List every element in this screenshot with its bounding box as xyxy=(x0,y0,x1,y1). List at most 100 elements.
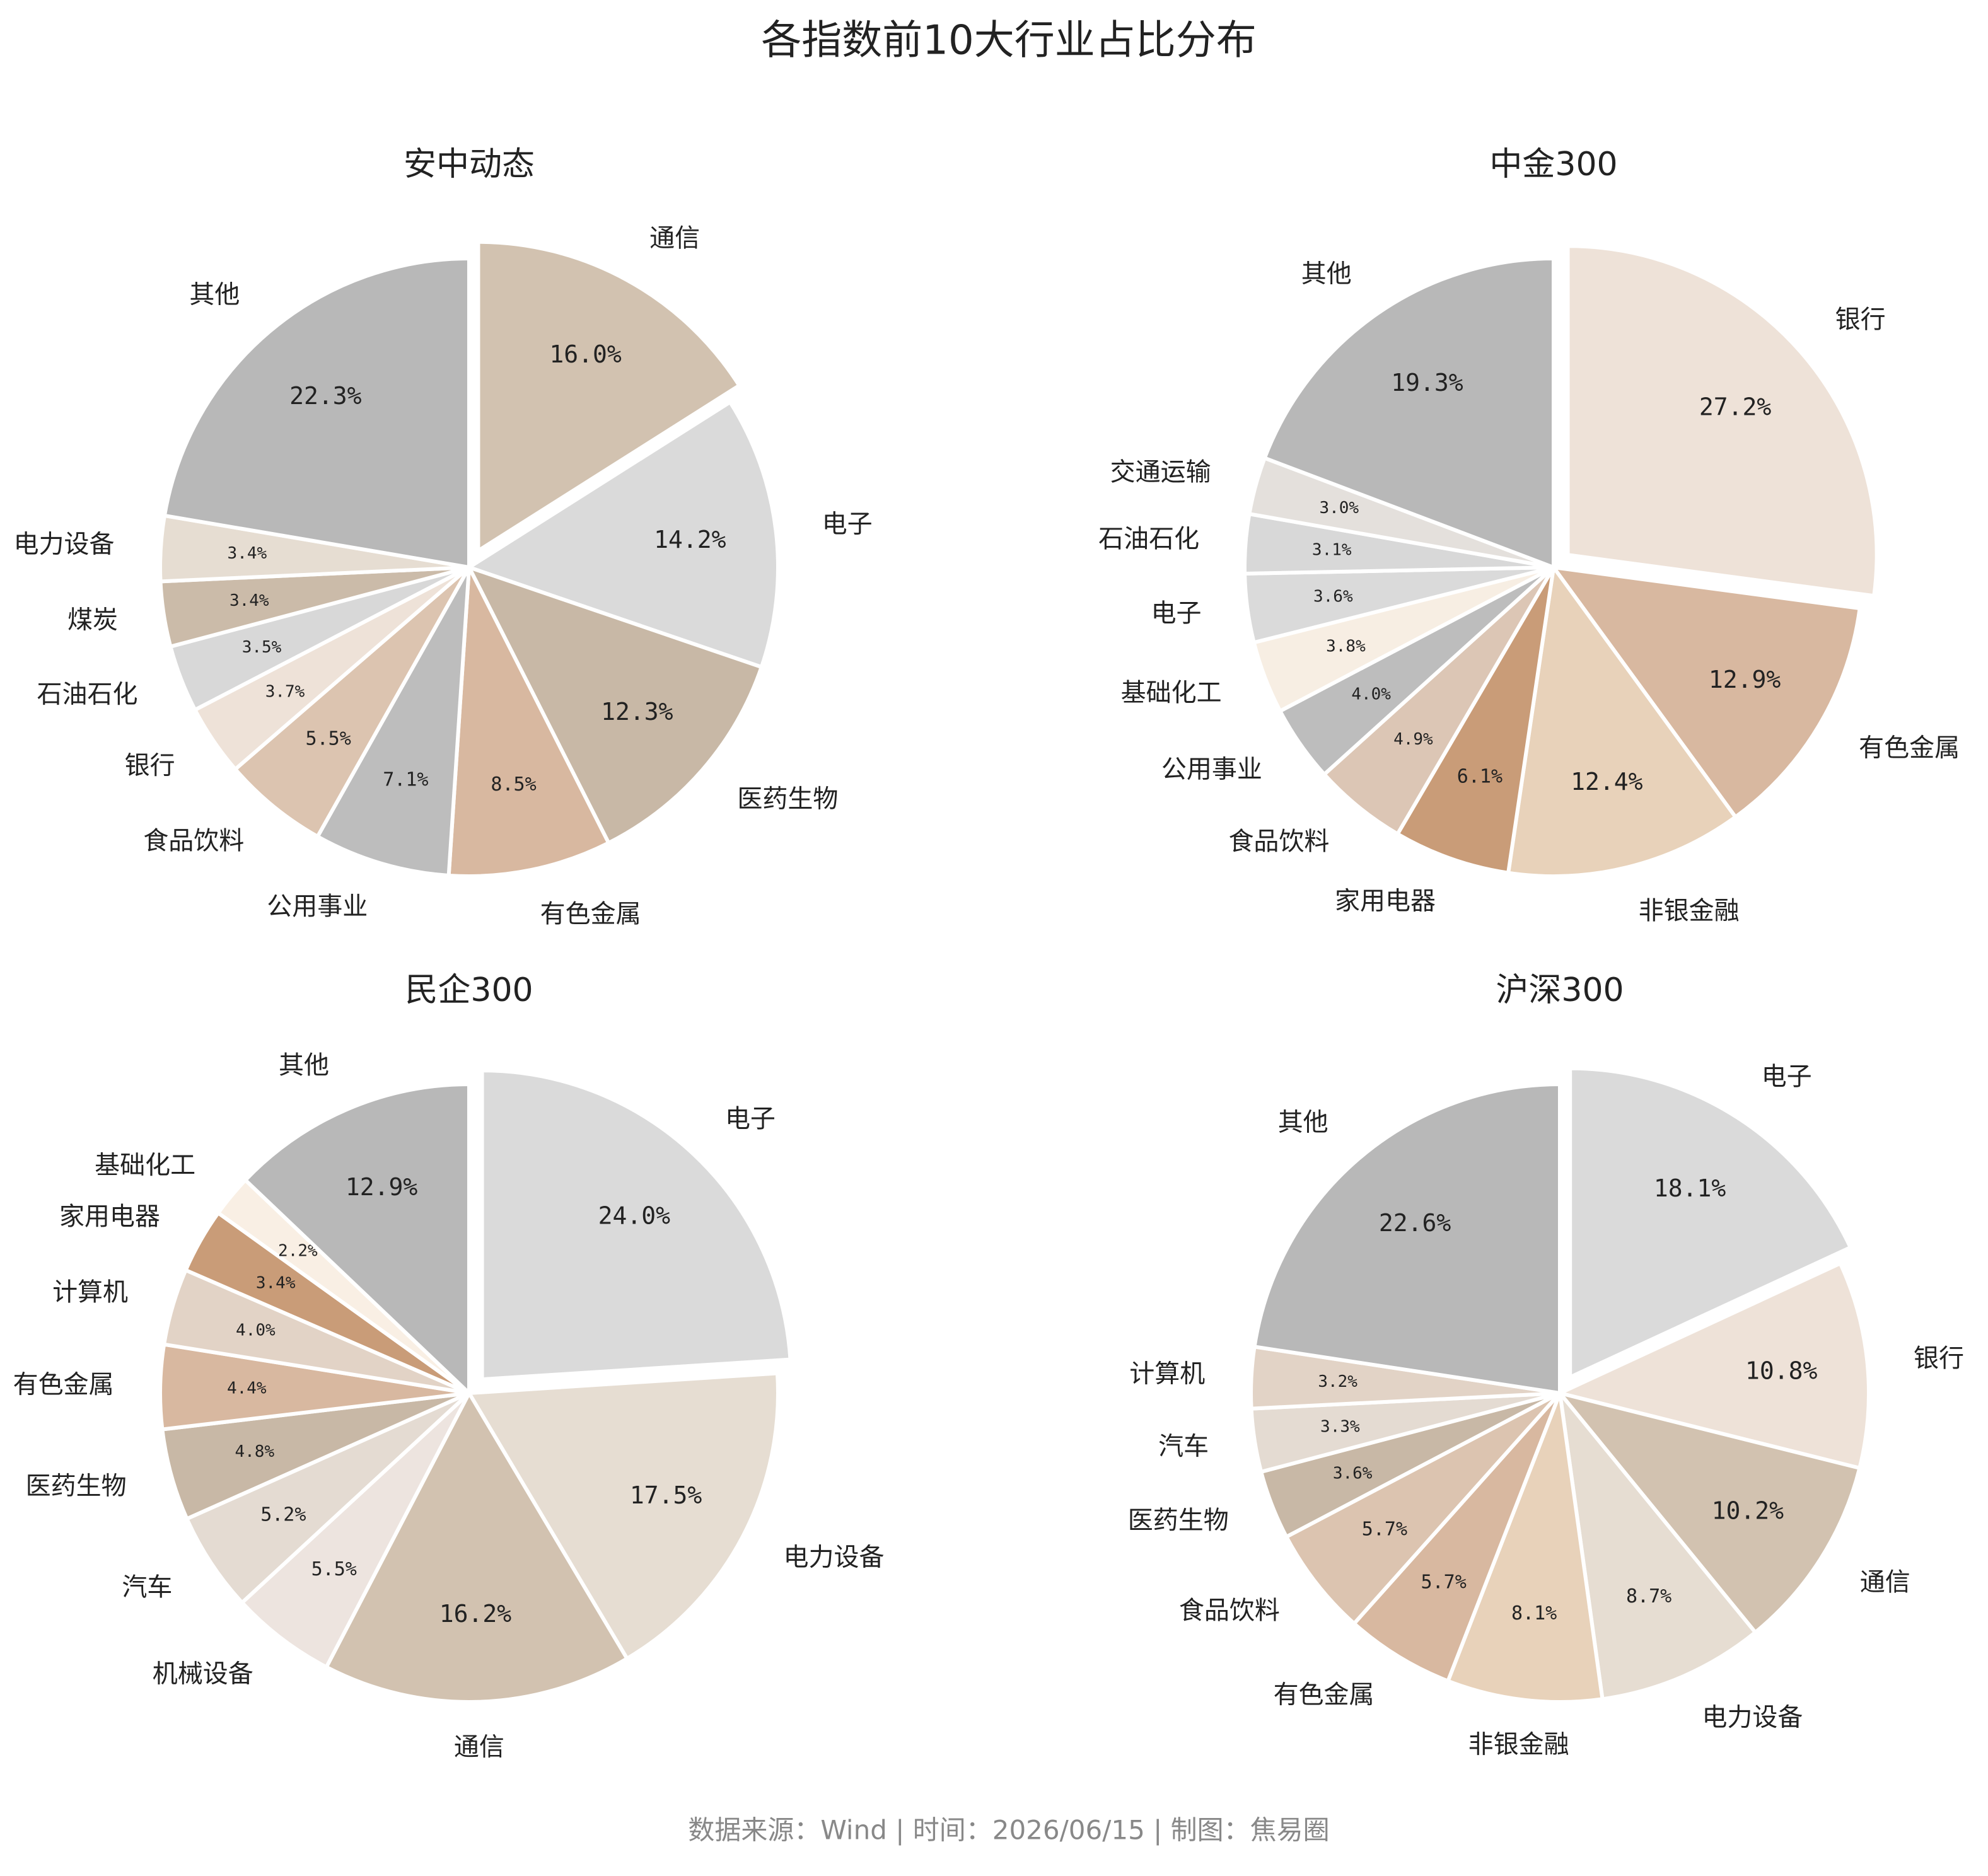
value-label: 3.4% xyxy=(228,544,267,563)
pie-slice xyxy=(232,565,471,840)
slice-label: 通信 xyxy=(1860,1568,1910,1597)
pie-slice xyxy=(465,1371,780,1662)
slice-label: 家用电器 xyxy=(1335,887,1436,916)
value-label: 8.7% xyxy=(1626,1585,1671,1607)
value-label: 12.9% xyxy=(1709,666,1781,693)
pie-slice xyxy=(242,1082,471,1398)
value-label: 5.7% xyxy=(1421,1571,1467,1593)
pie-title: 沪深300 xyxy=(1496,971,1624,1009)
slice-label: 银行 xyxy=(1914,1344,1964,1373)
slice-label: 基础化工 xyxy=(1121,678,1222,707)
value-label: 5.7% xyxy=(1362,1519,1407,1541)
pie-slice xyxy=(1549,565,1863,820)
value-label: 24.0% xyxy=(598,1201,671,1229)
slice-label: 电力设备 xyxy=(1702,1703,1803,1732)
value-label: 6.1% xyxy=(1457,765,1503,787)
slice-label: 医药生物 xyxy=(1128,1506,1229,1535)
value-label: 4.4% xyxy=(227,1379,267,1398)
slice-label: 石油石化 xyxy=(1098,524,1199,553)
slice-label: 基础化工 xyxy=(95,1150,195,1179)
value-label: 8.1% xyxy=(1511,1602,1557,1624)
slice-label: 有色金属 xyxy=(540,900,641,929)
pie-slice xyxy=(1262,256,1555,570)
value-label: 18.1% xyxy=(1654,1174,1726,1202)
value-label: 22.3% xyxy=(289,382,362,410)
pie-slice xyxy=(1554,1389,1862,1635)
value-label: 10.2% xyxy=(1712,1497,1784,1525)
value-label: 5.5% xyxy=(311,1558,357,1580)
pie-slice xyxy=(446,560,612,878)
value-label: 27.2% xyxy=(1699,393,1772,420)
pie-slice xyxy=(1445,1386,1605,1704)
pie-slice xyxy=(1395,566,1555,876)
pie-title: 安中动态 xyxy=(404,146,535,183)
slice-label: 通信 xyxy=(649,224,700,253)
slice-label: 汽车 xyxy=(122,1573,172,1602)
slice-label: 煤炭 xyxy=(67,606,118,635)
value-label: 5.5% xyxy=(306,728,351,750)
value-label: 14.2% xyxy=(654,526,726,553)
pie-slice xyxy=(1566,244,1879,598)
value-label: 3.1% xyxy=(1312,540,1352,559)
slice-label: 医药生物 xyxy=(737,785,838,814)
slice-label: 电子 xyxy=(822,510,873,539)
slice-label: 家用电器 xyxy=(59,1202,160,1231)
value-label: 12.3% xyxy=(601,698,673,726)
value-label: 10.8% xyxy=(1745,1357,1818,1384)
slice-label: 银行 xyxy=(1835,305,1886,334)
slice-label: 有色金属 xyxy=(13,1370,114,1399)
pie-slice xyxy=(1351,1392,1562,1684)
pie-slice xyxy=(1284,1391,1562,1626)
slice-label: 其他 xyxy=(189,280,240,309)
slice-label: 电力设备 xyxy=(14,530,115,559)
slice-label: 石油石化 xyxy=(37,680,138,709)
slice-label: 有色金属 xyxy=(1859,733,1960,762)
pie-slice xyxy=(476,240,742,555)
slice-label: 非银金融 xyxy=(1468,1730,1569,1759)
slice-label: 机械设备 xyxy=(153,1660,253,1689)
pie-slice xyxy=(1252,1082,1562,1396)
pie-slice xyxy=(480,1068,793,1382)
value-label: 4.0% xyxy=(236,1321,276,1340)
value-label: 3.2% xyxy=(1318,1372,1357,1391)
slice-label: 公用事业 xyxy=(267,892,368,921)
slice-label: 电子 xyxy=(1151,599,1201,628)
value-label: 12.4% xyxy=(1571,768,1643,796)
slice-label: 有色金属 xyxy=(1274,1680,1375,1709)
pie-slice xyxy=(1568,1066,1853,1381)
value-label: 3.8% xyxy=(1326,637,1366,656)
slice-label: 计算机 xyxy=(52,1278,128,1307)
value-label: 3.0% xyxy=(1319,499,1359,518)
figure-title: 各指数前10大行业占比分布 xyxy=(761,18,1256,64)
value-label: 3.3% xyxy=(1320,1418,1360,1437)
value-label: 4.0% xyxy=(1351,685,1391,704)
slice-label: 交通运输 xyxy=(1110,458,1211,487)
slice-label: 电子 xyxy=(725,1104,776,1133)
value-label: 8.5% xyxy=(491,773,536,796)
value-label: 16.0% xyxy=(549,340,622,368)
value-label: 4.9% xyxy=(1393,730,1433,749)
pie-slice xyxy=(184,1391,471,1606)
value-label: 17.5% xyxy=(630,1481,702,1509)
value-label: 5.2% xyxy=(260,1503,306,1526)
slice-label: 食品饮料 xyxy=(1179,1596,1280,1625)
slice-label: 通信 xyxy=(454,1732,504,1761)
slice-label: 其他 xyxy=(1278,1108,1328,1137)
value-label: 4.8% xyxy=(235,1442,275,1461)
pie-slice xyxy=(323,1389,630,1704)
slice-label: 食品饮料 xyxy=(143,826,244,855)
pie-slice xyxy=(1557,1386,1758,1701)
slice-label: 非银金融 xyxy=(1639,896,1740,925)
value-label: 3.4% xyxy=(256,1273,296,1292)
slice-label: 医药生物 xyxy=(26,1471,127,1500)
pie-slice xyxy=(1506,562,1738,879)
value-label: 19.3% xyxy=(1391,369,1463,397)
slice-label: 电子 xyxy=(1762,1062,1812,1091)
slice-label: 其他 xyxy=(279,1051,329,1080)
value-label: 22.6% xyxy=(1379,1209,1451,1237)
slice-label: 银行 xyxy=(125,751,175,780)
value-label: 3.6% xyxy=(1333,1464,1373,1483)
pie-title: 中金300 xyxy=(1489,146,1617,183)
slice-label: 公用事业 xyxy=(1161,755,1262,784)
